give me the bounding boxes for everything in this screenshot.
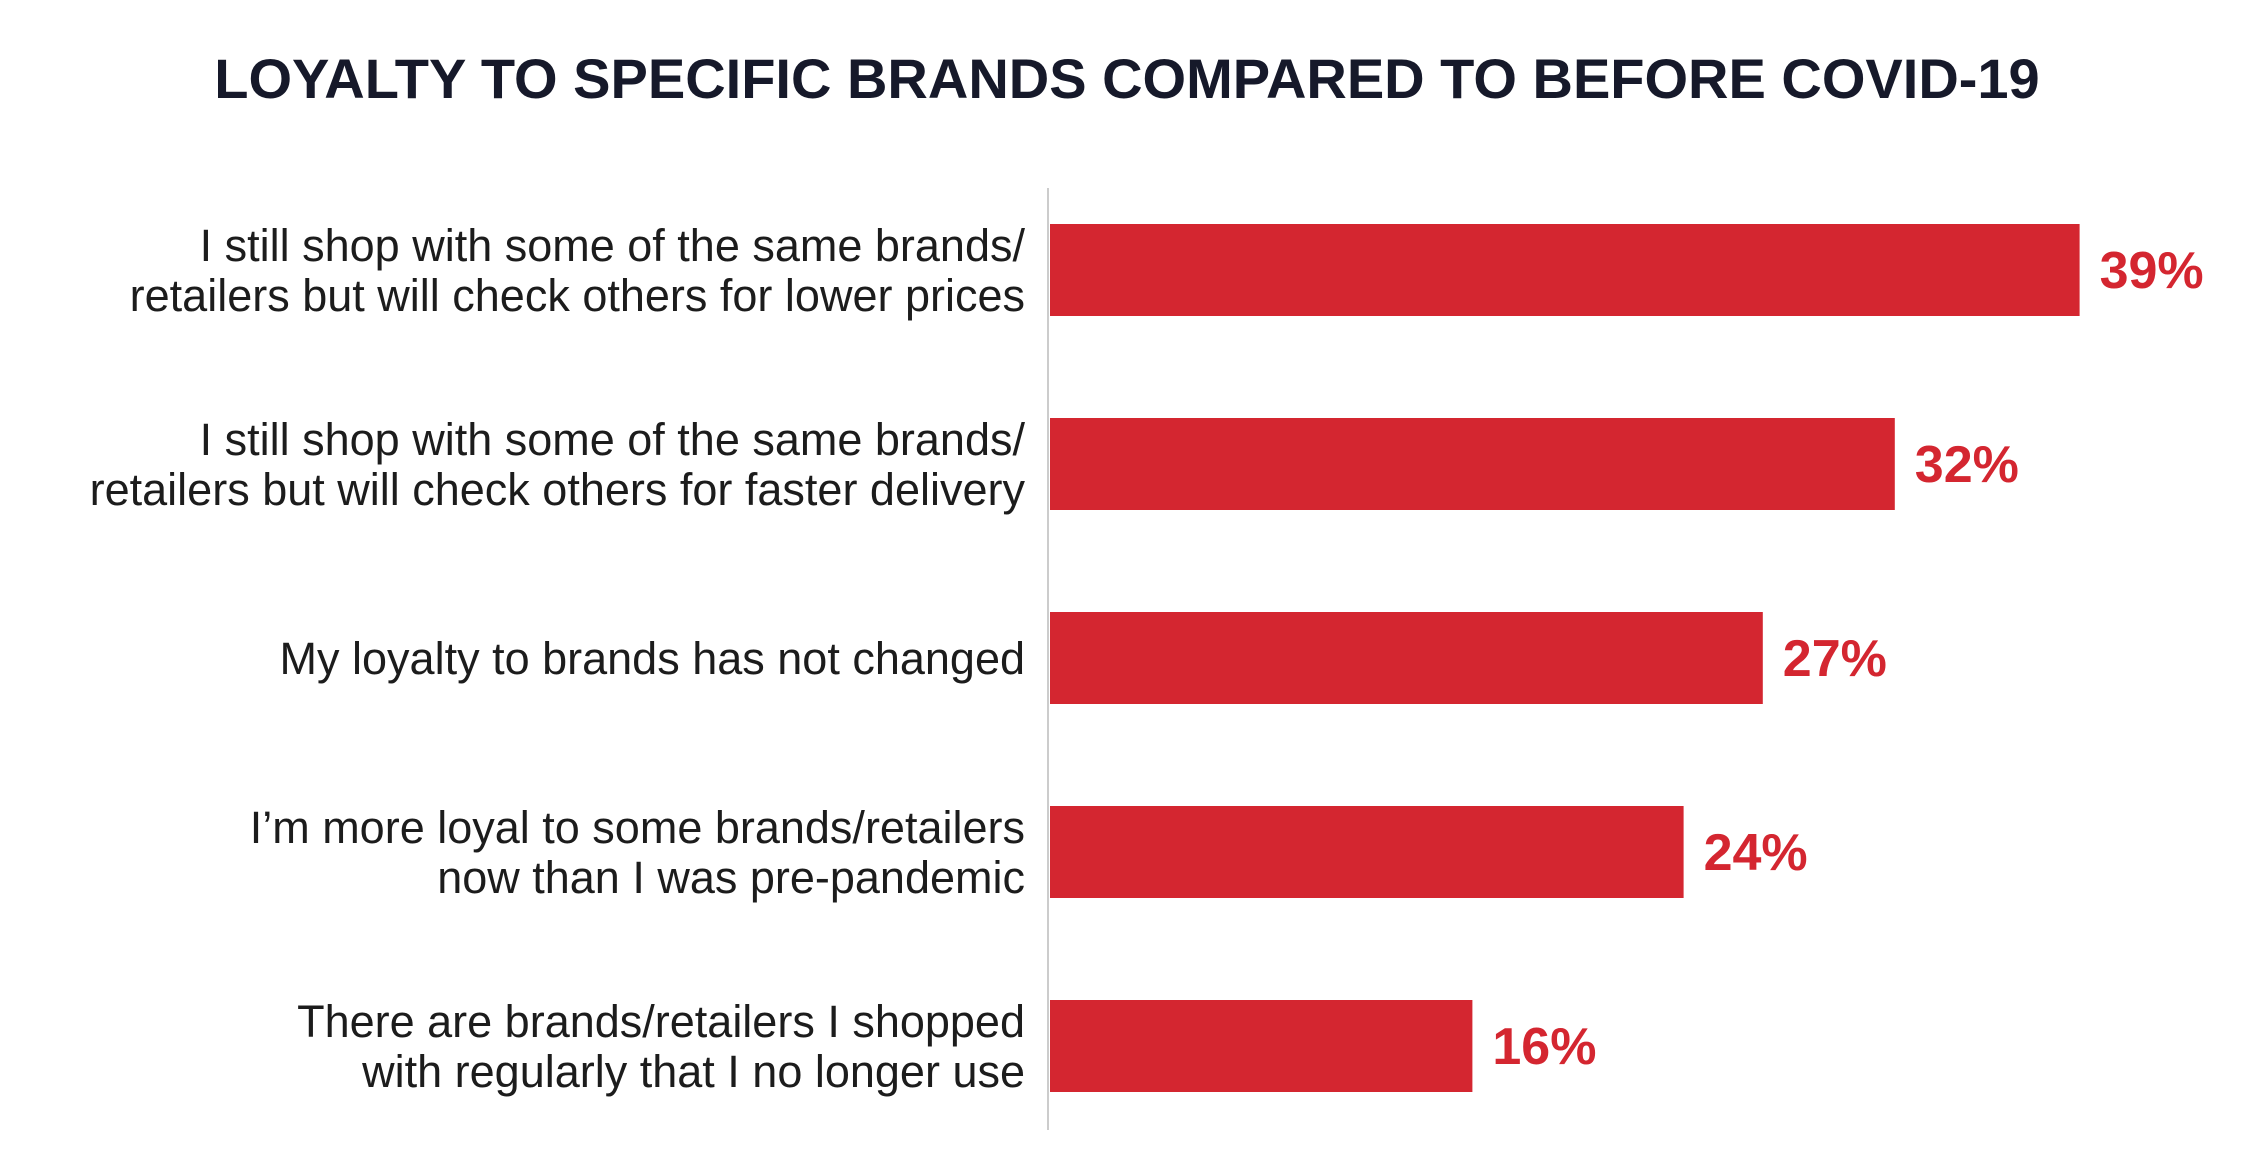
bar xyxy=(1050,1000,1473,1092)
bar-value-label: 32% xyxy=(1915,436,2019,494)
category-label: There are brands/retailers I shopped xyxy=(297,996,1025,1047)
chart-title: LOYALTY TO SPECIFIC BRANDS COMPARED TO B… xyxy=(214,47,2039,110)
category-label: retailers but will check others for fast… xyxy=(90,464,1026,515)
bar-value-label: 24% xyxy=(1704,824,1808,882)
category-label: retailers but will check others for lowe… xyxy=(130,270,1025,321)
bar-value-label: 39% xyxy=(2100,242,2204,300)
bars-group: 39% I still shop with some of the same br… xyxy=(90,220,2204,1097)
bar-value-label: 16% xyxy=(1492,1018,1596,1076)
category-label: I still shop with some of the same brand… xyxy=(200,220,1026,271)
category-label: My loyalty to brands has not changed xyxy=(280,633,1025,684)
bar xyxy=(1050,224,2080,316)
bar xyxy=(1050,806,1684,898)
bar xyxy=(1050,612,1763,704)
category-label: I’m more loyal to some brands/retailers xyxy=(250,802,1025,853)
bar-value-label: 27% xyxy=(1783,630,1887,688)
bar xyxy=(1050,418,1895,510)
category-label: with regularly that I no longer use xyxy=(361,1046,1025,1097)
category-label: now than I was pre-pandemic xyxy=(437,852,1025,903)
category-label: I still shop with some of the same brand… xyxy=(200,414,1026,465)
